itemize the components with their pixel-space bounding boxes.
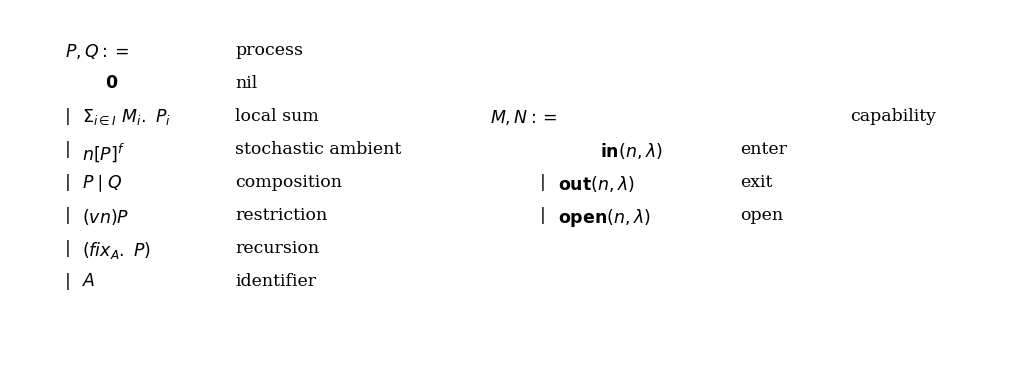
Text: local sum: local sum bbox=[235, 108, 319, 125]
Text: $P, Q :=$: $P, Q :=$ bbox=[65, 42, 129, 61]
Text: |: | bbox=[65, 207, 71, 224]
Text: |: | bbox=[540, 174, 545, 191]
Text: enter: enter bbox=[740, 141, 787, 158]
Text: $(\mathit{vn})P$: $(\mathit{vn})P$ bbox=[82, 207, 130, 227]
Text: restriction: restriction bbox=[235, 207, 327, 224]
Text: $A$: $A$ bbox=[82, 273, 96, 290]
Text: capability: capability bbox=[850, 108, 936, 125]
Text: $\mathbf{in}(n, \lambda)$: $\mathbf{in}(n, \lambda)$ bbox=[600, 141, 663, 161]
Text: $\mathbf{out}(n, \lambda)$: $\mathbf{out}(n, \lambda)$ bbox=[558, 174, 635, 194]
Text: $\mathbf{0}$: $\mathbf{0}$ bbox=[105, 75, 118, 92]
Text: |: | bbox=[65, 174, 71, 191]
Text: $n[P]^f$: $n[P]^f$ bbox=[82, 141, 125, 164]
Text: nil: nil bbox=[235, 75, 257, 92]
Text: recursion: recursion bbox=[235, 240, 319, 257]
Text: identifier: identifier bbox=[235, 273, 316, 290]
Text: |: | bbox=[65, 141, 71, 158]
Text: $(\mathit{fix}_A.\ P)$: $(\mathit{fix}_A.\ P)$ bbox=[82, 240, 151, 261]
Text: $M, N :=$: $M, N :=$ bbox=[490, 108, 558, 127]
Text: |: | bbox=[540, 207, 545, 224]
Text: |: | bbox=[65, 240, 71, 257]
Text: composition: composition bbox=[235, 174, 342, 191]
Text: $\Sigma_{i\in I}\ M_i.\ P_i$: $\Sigma_{i\in I}\ M_i.\ P_i$ bbox=[82, 108, 171, 127]
Text: |: | bbox=[65, 273, 71, 290]
Text: process: process bbox=[235, 42, 303, 59]
Text: $\mathbf{open}(n, \lambda)$: $\mathbf{open}(n, \lambda)$ bbox=[558, 207, 650, 229]
Text: |: | bbox=[65, 108, 71, 125]
Text: exit: exit bbox=[740, 174, 773, 191]
Text: open: open bbox=[740, 207, 783, 224]
Text: $P \mid Q$: $P \mid Q$ bbox=[82, 174, 122, 194]
Text: stochastic ambient: stochastic ambient bbox=[235, 141, 401, 158]
